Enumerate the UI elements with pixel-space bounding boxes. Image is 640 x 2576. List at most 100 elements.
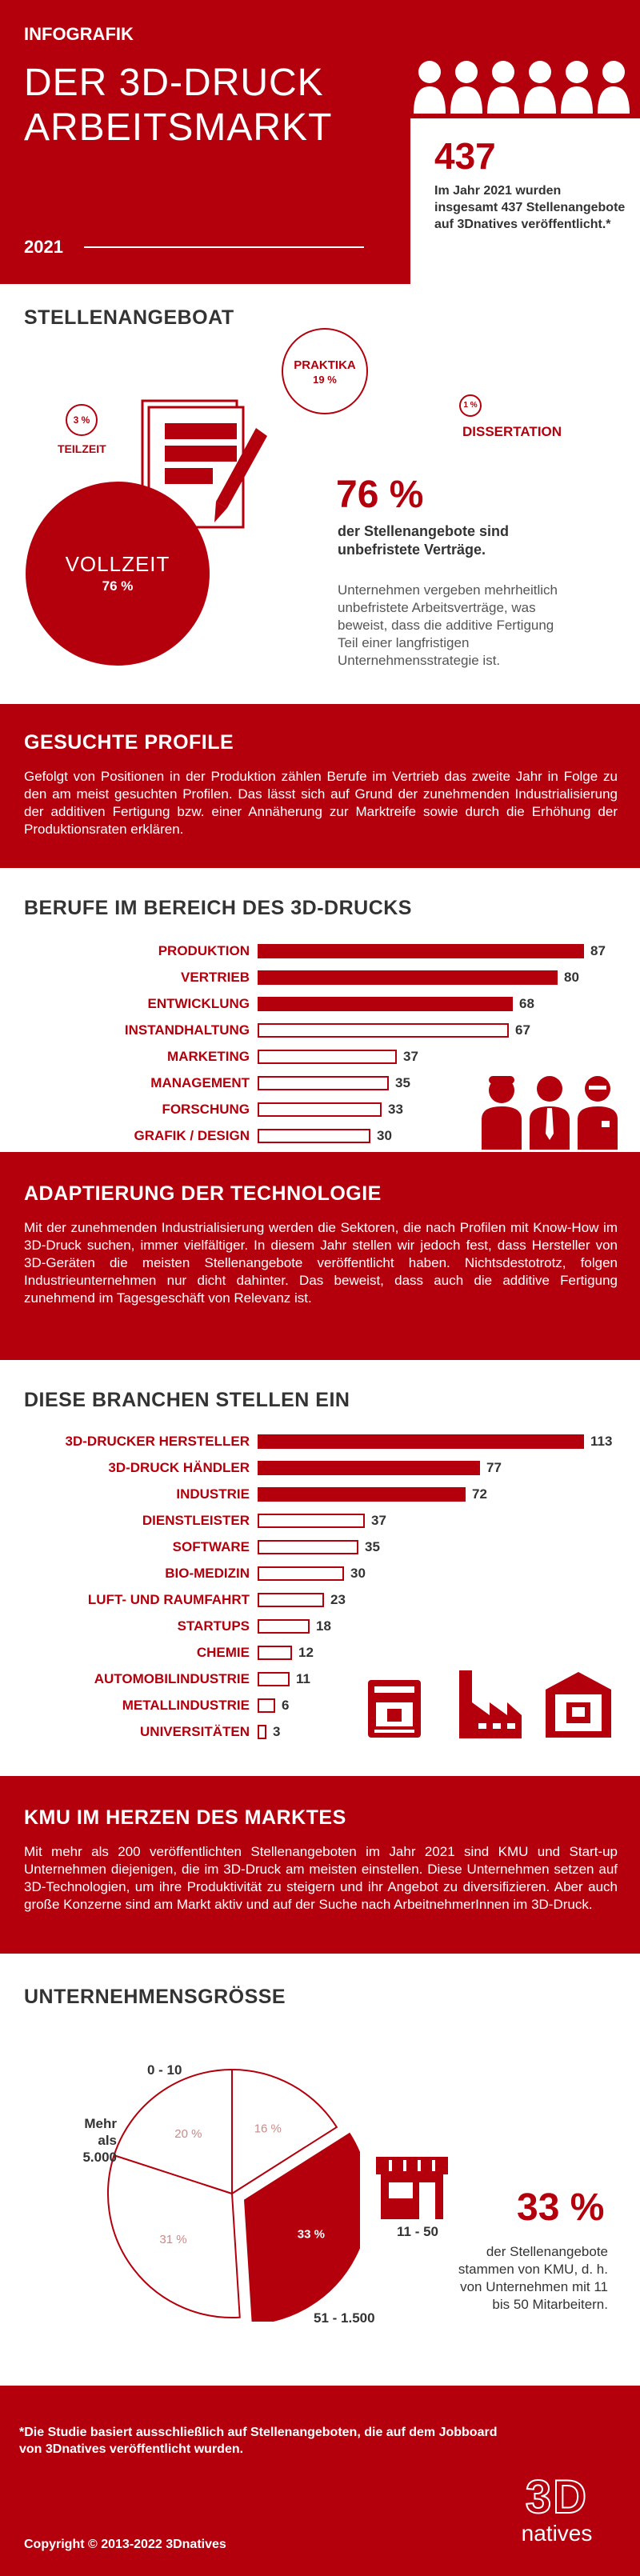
industry-label: LUFT- UND RAUMFAHRT (87, 1592, 250, 1607)
footer-band: *Die Studie basiert ausschließlich auf S… (0, 2394, 640, 2576)
pie-slice (231, 2068, 338, 2195)
unbefristet-pct: 76 % (336, 474, 424, 516)
size-big-pct: 33 % (517, 2186, 605, 2229)
industry-label: METALLINDUSTRIE (122, 1698, 250, 1713)
jobs-row: ENTWICKLUNG 68 (0, 996, 640, 1022)
kicker: INFOGRAFIK (24, 24, 134, 44)
jobs-bar (258, 970, 558, 985)
unbefristet-body: Unternehmen vergeben mehrheitlich unbefr… (338, 582, 558, 668)
jobs-value: 30 (377, 1128, 392, 1143)
industry-row: UNIVERSITÄTEN 3 (0, 1724, 640, 1750)
shop-icon (376, 2157, 448, 2219)
header-band: INFOGRAFIK DER 3D-DRUCK ARBEITSMARKT 202… (0, 0, 640, 284)
industry-value: 35 (365, 1539, 380, 1554)
pie-slice-label: 33 % (298, 2227, 325, 2241)
size-caption: der Stellenangebote stammen von KMU, d. … (458, 2244, 608, 2312)
size-title: UNTERNEHMENSGRÖSSE (24, 1986, 286, 2008)
label-mehr-5000: Mehr als 5.000 (82, 2116, 117, 2165)
praktika-label: PRAKTIKA (294, 358, 356, 372)
industry-bar (258, 1461, 480, 1475)
industry-house-icon (546, 1672, 611, 1738)
industry-label: BIO-MEDIZIN (165, 1566, 250, 1581)
label-11-50: 11 - 50 (397, 2224, 438, 2239)
industry-value: 37 (371, 1513, 386, 1528)
praktika-bubble: PRAKTIKA 19 % (282, 328, 368, 414)
industry-row: DIENSTLEISTER 37 (0, 1513, 640, 1539)
industry-row: METALLINDUSTRIE 6 (0, 1698, 640, 1724)
pie-slice (107, 2154, 241, 2318)
jobs-bar (258, 1076, 389, 1090)
industry-value: 12 (298, 1645, 314, 1660)
jobs-row: FORSCHUNG 33 (0, 1102, 640, 1128)
industry-value: 30 (350, 1566, 366, 1581)
offers-title: STELLENANGEBOAT (24, 306, 234, 329)
title-line-2: ARBEITSMARKT (24, 106, 333, 149)
pie-slice (244, 2132, 360, 2322)
industry-label: SOFTWARE (172, 1539, 250, 1554)
jobs-label: GRAFIK / DESIGN (134, 1128, 250, 1143)
footer-note: *Die Studie basiert ausschließlich auf S… (19, 2426, 498, 2456)
offers-section: STELLENANGEBOAT PRAKTIKA 19 % 3 % TEILZE… (0, 284, 640, 704)
year-label: 2021 (24, 237, 63, 257)
jobs-bar (258, 1050, 397, 1064)
industry-bar (258, 1698, 275, 1713)
logo-top: 3D (525, 2471, 589, 2523)
jobs-value: 35 (395, 1075, 410, 1090)
pie-slice (113, 2068, 233, 2195)
jobs-value: 33 (388, 1102, 403, 1117)
industry-bar (258, 1646, 292, 1660)
pie-slice-label: 31 % (159, 2233, 186, 2246)
adoption-body: Mit der zunehmenden Industrialisierung w… (24, 1220, 618, 1306)
jobs-row: PRODUKTION 87 (0, 943, 640, 970)
jobs-label: VERTRIEB (181, 970, 250, 985)
pie-slice-label: 16 % (254, 2122, 282, 2136)
industry-row: 3D-DRUCKER HERSTELLER 113 (0, 1434, 640, 1460)
jobs-row: VERTRIEB 80 (0, 970, 640, 996)
industry-value: 77 (486, 1460, 502, 1475)
industry-bar (258, 1566, 344, 1581)
industry-value: 3 (273, 1724, 281, 1739)
industry-row: AUTOMOBILINDUSTRIE 11 (0, 1671, 640, 1698)
label-51-1500: 51 - 1.500 (314, 2310, 375, 2326)
logo-bottom: natives (521, 2521, 593, 2546)
stat-card: 437 Im Jahr 2021 wurden insgesamt 437 St… (410, 118, 640, 284)
vollzeit-circle: VOLLZEIT 76 % (26, 482, 210, 666)
industries-section: DIESE BRANCHEN STELLEN EIN 3D-DRUCKER HE… (0, 1360, 640, 1776)
industry-value: 113 (590, 1434, 613, 1449)
industry-label: AUTOMOBILINDUSTRIE (94, 1671, 250, 1686)
year-rule (84, 246, 364, 248)
stat-text: Im Jahr 2021 wurden insgesamt 437 Stelle… (434, 184, 626, 231)
jobs-row: INSTANDHALTUNG 67 (0, 1022, 640, 1049)
jobs-value: 87 (590, 943, 606, 958)
jobs-value: 80 (564, 970, 579, 985)
industry-row: SOFTWARE 35 (0, 1539, 640, 1566)
jobs-row: MARKETING 37 (0, 1049, 640, 1075)
stat-number: 437 (434, 135, 496, 177)
industry-bar (258, 1514, 365, 1528)
jobs-value: 67 (515, 1022, 530, 1038)
jobs-bar-chart: PRODUKTION 87 VERTRIEB 80 ENTWICKLUNG 68 INSTA… (0, 943, 640, 1159)
kmu-title: KMU IM HERZEN DES MARKTES (24, 1806, 346, 1829)
profiles-title: GESUCHTE PROFILE (24, 731, 234, 754)
printer-icon (368, 1680, 421, 1738)
adoption-band: ADAPTIERUNG DER TECHNOLOGIE Mit der zune… (0, 1152, 640, 1360)
profiles-band: GESUCHTE PROFILE Gefolgt von Positionen … (0, 704, 640, 868)
jobs-bar (258, 1129, 370, 1143)
page-title: DER 3D-DRUCK ARBEITSMARKT (24, 61, 332, 150)
industries-bar-chart: 3D-DRUCKER HERSTELLER 113 3D-DRUCK HÄNDLER… (0, 1434, 640, 1770)
copyright: Copyright © 2013-2022 3Dnatives (24, 2538, 226, 2551)
industry-label: UNIVERSITÄTEN (140, 1724, 250, 1739)
jobs-label: FORSCHUNG (162, 1102, 250, 1117)
dissertation-bubble: 1 % (459, 394, 482, 417)
dissertation-label: DISSERTATION (462, 424, 562, 439)
industry-label: 3D-DRUCKER HERSTELLER (65, 1434, 250, 1449)
kmu-body: Mit mehr als 200 veröffentlichten Stelle… (24, 1844, 618, 1912)
industry-value: 18 (316, 1618, 331, 1634)
vollzeit-label: VOLLZEIT (65, 552, 170, 576)
jobs-bar (258, 944, 584, 958)
label-0-10: 0 - 10 (147, 2062, 182, 2078)
industry-row: 3D-DRUCK HÄNDLER 77 (0, 1460, 640, 1486)
profiles-body: Gefolgt von Positionen in der Produktion… (24, 769, 618, 837)
industry-value: 6 (282, 1698, 290, 1713)
jobs-bar (258, 1102, 382, 1117)
